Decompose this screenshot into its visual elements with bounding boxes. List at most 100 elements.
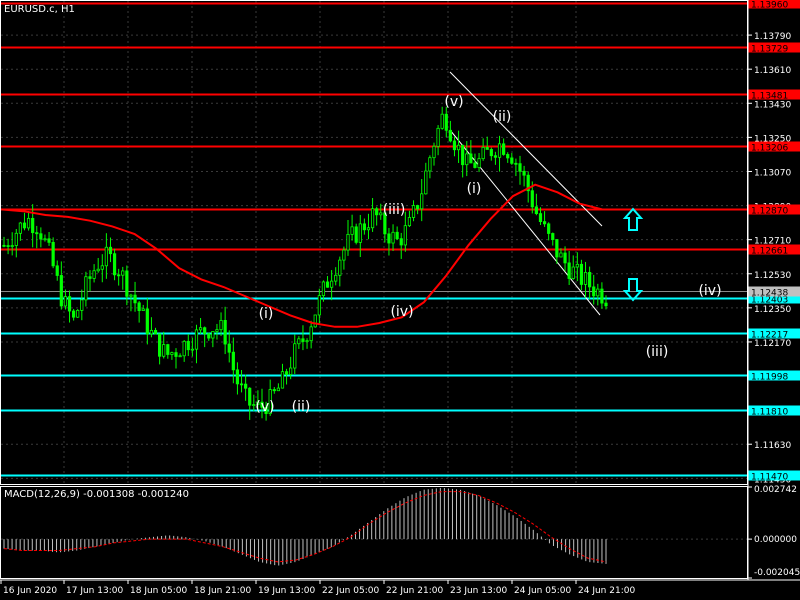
candle-body — [395, 231, 399, 240]
candle-body — [538, 213, 543, 222]
candle-body — [579, 263, 584, 285]
time-tick-label: 16 Jun 2020 — [3, 586, 57, 596]
time-tick-label: 22 Jun 21:00 — [386, 586, 443, 596]
arrow-up-icon[interactable] — [622, 207, 644, 231]
wave-label: (ii) — [292, 399, 311, 415]
wave-label: (iv) — [698, 283, 721, 299]
candle-body — [26, 217, 31, 229]
time-tick-label: 18 Jun 05:00 — [130, 586, 187, 596]
candle-body — [170, 352, 174, 355]
price-tick-label: 1.12170 — [754, 339, 791, 349]
candle-body — [489, 149, 493, 157]
candle-body — [518, 163, 522, 172]
candle-body — [387, 233, 391, 244]
ma-line[interactable] — [0, 183, 603, 328]
wave-label: (iii) — [646, 344, 669, 360]
channel-upper[interactable] — [449, 71, 603, 227]
level-price-label: 1.11998 — [751, 373, 788, 383]
candle-body — [461, 144, 465, 166]
main-frame — [0, 0, 748, 485]
candle-body — [186, 340, 190, 351]
candle-body — [129, 294, 133, 297]
candle-body — [39, 233, 43, 240]
price-scale[interactable]: 1.13790 1.13610 1.13430 1.13250 1.13070 1.128… — [748, 0, 800, 485]
candle-body — [510, 157, 514, 164]
candle-body — [391, 231, 395, 244]
candle-body — [317, 295, 321, 316]
price-tick-label: 1.12710 — [754, 237, 791, 247]
time-scale[interactable]: 16 Jun 2020 17 Jun 13:00 18 Jun 05:00 18 Ju… — [0, 580, 635, 596]
candle-body — [588, 271, 592, 288]
candle-body — [448, 129, 452, 142]
time-tick-label: 23 Jun 13:00 — [450, 586, 507, 596]
candle-body — [67, 296, 72, 312]
level-price-label: 1.13960 — [751, 1, 788, 11]
candle-body — [59, 275, 63, 307]
candle-body — [493, 155, 498, 158]
candle-body — [571, 266, 575, 279]
candle-body — [469, 153, 473, 164]
candle-body — [198, 327, 203, 331]
candle-body — [264, 406, 268, 414]
candle-body — [223, 319, 227, 345]
candle-body — [227, 343, 231, 353]
candle-body — [342, 249, 346, 261]
candle-body — [276, 387, 280, 392]
level-price-tag — [748, 470, 800, 481]
wave-label: (v) — [444, 94, 463, 110]
candle-body — [555, 239, 559, 258]
time-tick-label: 24 Jun 21:00 — [578, 586, 635, 596]
price-tick-label: 1.12350 — [754, 305, 791, 315]
channel-lower[interactable] — [449, 129, 601, 316]
wave-label: (v) — [255, 399, 274, 415]
candle-body — [514, 162, 518, 165]
level-price-label: 1.12217 — [751, 331, 788, 341]
candle-body — [43, 238, 47, 241]
price-tick-label: 1.13430 — [754, 100, 791, 110]
candle-body — [108, 246, 113, 255]
candle-body — [72, 310, 76, 318]
candle-body — [440, 113, 444, 129]
price-tick-label: 1.11630 — [754, 441, 791, 451]
candle-body — [411, 205, 416, 218]
current-price-label: 1.12438 — [751, 289, 788, 299]
wave-label: (iii) — [383, 202, 406, 218]
price-tick-label: 1.13070 — [754, 168, 791, 178]
candle-body — [444, 113, 448, 131]
candle-body — [362, 223, 366, 231]
candle-body — [354, 226, 358, 243]
candle-body — [604, 302, 608, 307]
candle-body — [456, 144, 461, 151]
time-tick-label: 17 Jun 13:00 — [66, 586, 123, 596]
candle-body — [268, 389, 272, 414]
arrow-down-icon[interactable] — [622, 278, 644, 302]
candle-body — [473, 162, 477, 168]
candle-body — [297, 338, 301, 345]
macd-panel[interactable]: 0.002742 0.000000 -0.002045 — [1, 485, 800, 579]
wave-labels: (i) (v) (ii) (iii) (iv) (v) (ii) (i) (iv) (iii) — [255, 94, 721, 415]
candle-body — [301, 338, 305, 342]
candle-body — [428, 157, 432, 172]
candle-body — [63, 296, 68, 307]
candle-body — [14, 232, 18, 246]
candle-body — [330, 280, 334, 288]
candle-body — [293, 343, 297, 369]
candle-body — [100, 265, 104, 270]
candle-body — [149, 329, 154, 335]
candle-body — [407, 217, 412, 227]
candle-body — [346, 233, 350, 251]
candle-body — [121, 270, 125, 276]
candle-body — [235, 369, 240, 385]
candle-body — [399, 238, 403, 246]
candle-body — [158, 333, 162, 357]
wave-label: (i) — [467, 181, 482, 197]
candle-body — [284, 371, 289, 375]
candle-body — [506, 154, 510, 159]
candle-body — [563, 252, 567, 264]
candle-body — [18, 222, 22, 234]
level-price-label: 1.11810 — [751, 408, 788, 418]
candle-body — [141, 308, 145, 311]
candle-body — [309, 326, 313, 342]
candle-body — [432, 145, 436, 159]
